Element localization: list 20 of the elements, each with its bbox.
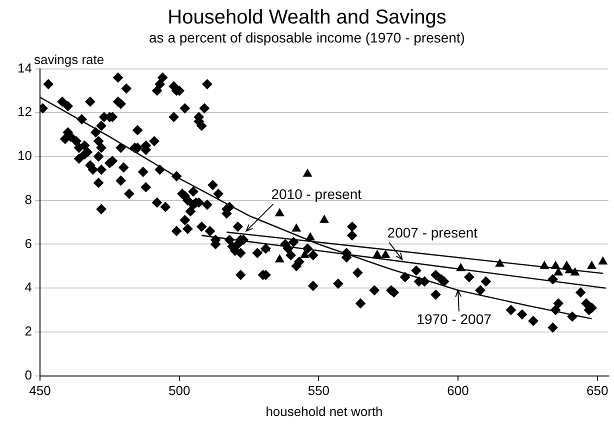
y-tick-label: 2: [24, 324, 32, 339]
y-tick-label: 6: [24, 236, 32, 251]
annotation: 2007 - present: [387, 224, 478, 240]
x-tick-label: 550: [308, 383, 330, 398]
y-tick-label: 0: [24, 367, 32, 382]
x-tick-label: 600: [447, 383, 469, 398]
y-tick-label: 4: [24, 280, 32, 295]
x-tick-label: 500: [168, 383, 190, 398]
y-tick-label: 10: [18, 148, 32, 164]
x-axis-title: household net worth: [266, 404, 383, 419]
x-tick-label: 450: [29, 383, 51, 398]
y-tick-label: 8: [24, 192, 32, 207]
y-tick-label: 14: [18, 60, 32, 76]
annotation: 1970 - 2007: [416, 311, 492, 328]
chart-title: Household Wealth and Savings: [168, 6, 446, 29]
y-axis-title: savings rate: [34, 52, 104, 67]
y-tick-label: 12: [18, 104, 32, 120]
chart-subtitle: as a percent of disposable income (1970 - present): [149, 29, 465, 46]
annotation: 2010 - present: [271, 186, 362, 202]
x-tick-label: 650: [586, 383, 608, 398]
